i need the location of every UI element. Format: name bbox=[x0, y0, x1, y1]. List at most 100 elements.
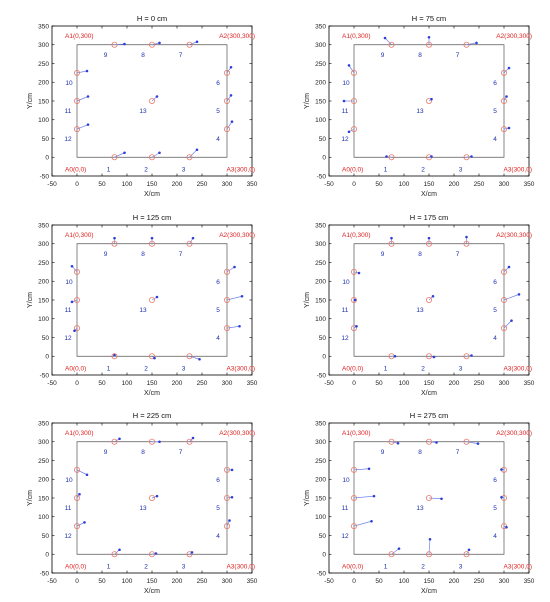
true-position-11 bbox=[74, 494, 81, 501]
estimated-position-9 bbox=[113, 236, 116, 240]
error-line-12 bbox=[353, 520, 372, 527]
estimated-position-11 bbox=[342, 99, 346, 103]
corner-label: A3(300,0) bbox=[503, 166, 532, 173]
true-position-13 bbox=[425, 98, 432, 105]
y-axis-label: Y/cm bbox=[27, 93, 34, 109]
point-label-3: 3 bbox=[182, 563, 186, 570]
point-label-1: 1 bbox=[384, 365, 388, 372]
estimated-position-5 bbox=[230, 495, 234, 499]
point-label-8: 8 bbox=[418, 251, 422, 258]
estimated-position-1 bbox=[385, 155, 388, 158]
estimated-position-8 bbox=[427, 236, 431, 240]
x-axis-label: X/cm bbox=[144, 588, 160, 595]
point-label-12: 12 bbox=[64, 136, 72, 143]
x-tick-label: 100 bbox=[399, 181, 410, 188]
point-label-7: 7 bbox=[456, 449, 460, 456]
point-label-6: 6 bbox=[493, 477, 497, 484]
true-position-9 bbox=[111, 240, 118, 247]
x-tick-label: -50 bbox=[324, 181, 334, 188]
error-line-4 bbox=[503, 320, 512, 329]
true-position-11 bbox=[74, 296, 81, 303]
point-label-3: 3 bbox=[459, 563, 463, 570]
y-tick-label: 300 bbox=[38, 42, 49, 49]
point-label-8: 8 bbox=[141, 251, 145, 258]
estimated-position-8 bbox=[158, 440, 161, 444]
true-position-11 bbox=[74, 98, 81, 105]
estimated-position-4 bbox=[507, 126, 511, 130]
true-position-2 bbox=[148, 154, 155, 161]
estimated-position-8 bbox=[435, 441, 438, 444]
true-position-10 bbox=[74, 268, 81, 275]
y-tick-label: 250 bbox=[38, 260, 49, 267]
x-tick-label: 150 bbox=[424, 380, 435, 387]
y-axis-label: Y/cm bbox=[304, 490, 311, 506]
x-tick-label: -50 bbox=[47, 181, 57, 188]
true-position-1 bbox=[111, 551, 118, 558]
estimated-position-4 bbox=[510, 319, 513, 322]
estimated-position-5 bbox=[505, 95, 508, 98]
true-position-10 bbox=[350, 268, 357, 275]
x-tick-label: 200 bbox=[172, 578, 183, 585]
x-tick-label: 100 bbox=[399, 380, 410, 387]
corner-label: A0(0,0) bbox=[342, 166, 363, 173]
estimated-position-3 bbox=[195, 148, 199, 152]
estimated-position-11 bbox=[353, 298, 357, 302]
chart-title: H = 0 cm bbox=[137, 14, 167, 23]
chart-title: H = 175 cm bbox=[410, 213, 449, 222]
y-tick-label: 0 bbox=[322, 354, 326, 361]
point-label-1: 1 bbox=[107, 365, 111, 372]
estimated-position-8 bbox=[427, 35, 431, 39]
chart-title: H = 225 cm bbox=[133, 411, 172, 420]
true-position-6 bbox=[500, 69, 507, 76]
true-position-8 bbox=[148, 438, 155, 445]
estimated-position-6 bbox=[500, 468, 503, 471]
point-label-4: 4 bbox=[216, 136, 220, 143]
estimated-position-4 bbox=[228, 519, 231, 522]
reference-square bbox=[76, 441, 228, 555]
x-tick-label: 350 bbox=[524, 380, 535, 387]
true-position-7 bbox=[463, 240, 470, 247]
x-tick-label: 200 bbox=[449, 380, 460, 387]
estimated-position-11 bbox=[86, 95, 90, 98]
estimated-position-6 bbox=[507, 265, 511, 269]
estimated-position-12 bbox=[370, 519, 373, 523]
corner-label: A3(300,0) bbox=[226, 166, 255, 173]
estimated-position-13 bbox=[431, 294, 435, 298]
true-position-8 bbox=[425, 438, 432, 445]
point-label-13: 13 bbox=[416, 108, 424, 115]
estimated-position-6 bbox=[229, 65, 233, 69]
true-position-4 bbox=[223, 126, 230, 133]
true-position-8 bbox=[425, 240, 432, 247]
reference-square bbox=[353, 44, 505, 158]
point-label-12: 12 bbox=[64, 335, 72, 342]
x-tick-label: -50 bbox=[324, 578, 334, 585]
point-label-9: 9 bbox=[381, 449, 385, 456]
true-position-1 bbox=[388, 154, 395, 161]
true-position-6 bbox=[223, 268, 230, 275]
true-position-12 bbox=[74, 325, 81, 332]
error-line-3 bbox=[189, 355, 200, 360]
reference-square bbox=[76, 243, 228, 357]
true-position-5 bbox=[500, 98, 507, 105]
point-label-7: 7 bbox=[456, 52, 460, 59]
true-position-5 bbox=[223, 296, 230, 303]
y-tick-label: 200 bbox=[38, 279, 49, 286]
true-position-12 bbox=[74, 126, 81, 133]
y-tick-label: -50 bbox=[317, 372, 327, 379]
x-tick-label: 250 bbox=[474, 578, 485, 585]
estimated-position-12 bbox=[73, 329, 76, 333]
x-tick-label: 100 bbox=[122, 578, 133, 585]
true-position-9 bbox=[111, 438, 118, 445]
x-tick-label: 50 bbox=[98, 380, 106, 387]
error-line-10 bbox=[348, 65, 355, 74]
chart-title: H = 275 cm bbox=[410, 411, 449, 420]
true-position-1 bbox=[111, 353, 118, 360]
estimated-position-2 bbox=[430, 155, 433, 158]
corner-label: A2(300,300) bbox=[496, 232, 532, 239]
estimated-position-8 bbox=[158, 41, 161, 45]
x-tick-label: 350 bbox=[524, 181, 535, 188]
point-label-3: 3 bbox=[459, 166, 463, 173]
error-line-7 bbox=[466, 42, 477, 46]
y-tick-label: -50 bbox=[317, 570, 327, 577]
point-label-9: 9 bbox=[104, 52, 108, 59]
